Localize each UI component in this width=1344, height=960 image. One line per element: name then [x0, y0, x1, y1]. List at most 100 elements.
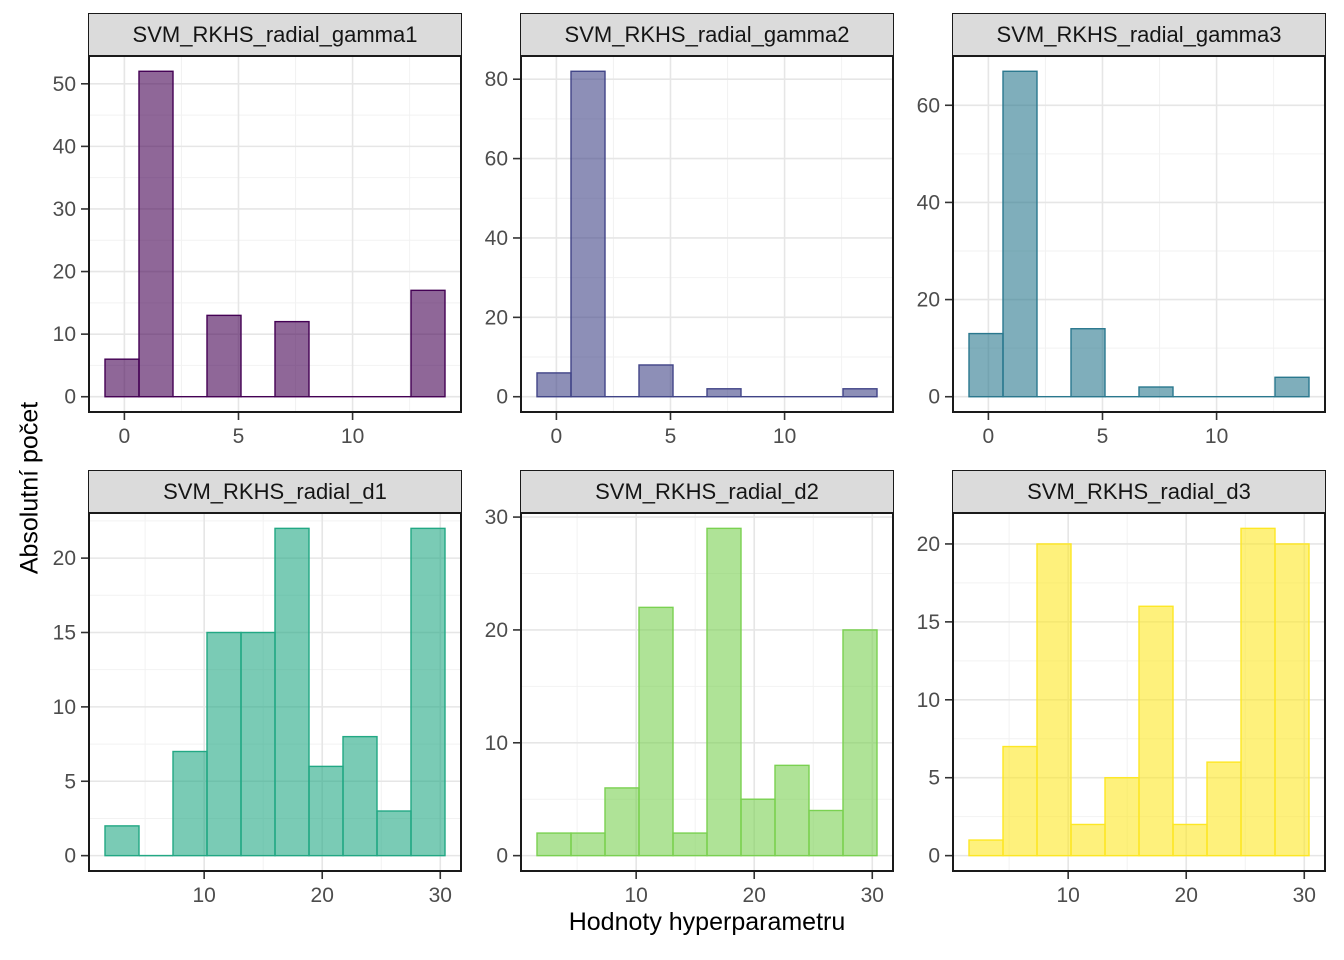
histogram-plot: 0 5 10 0 10 20 30 40 50 — [53, 55, 462, 448]
y-tick-label: 5 — [928, 767, 940, 790]
y-tick-label: 0 — [496, 845, 508, 868]
x-tick-label: 30 — [1293, 884, 1316, 907]
histogram-bar — [604, 787, 640, 857]
y-tick-label: 40 — [53, 135, 76, 158]
histogram-bar — [1104, 777, 1140, 857]
y-tick-label: 20 — [917, 289, 940, 312]
histogram-bar — [1274, 543, 1310, 857]
histogram-bar — [1172, 823, 1208, 857]
histogram-bar — [1036, 543, 1072, 857]
histogram-bar — [536, 372, 572, 398]
y-tick-label: 60 — [485, 148, 508, 171]
facet-panel-SVM_RKHS_radial_gamma3: SVM_RKHS_radial_gamma3 0 5 10 0 20 40 60 — [917, 13, 1326, 448]
y-tick-label: 10 — [917, 689, 940, 712]
facet-strip-title: SVM_RKHS_radial_gamma1 — [88, 13, 462, 55]
histogram-bar — [706, 527, 742, 857]
x-tick-label: 10 — [341, 425, 364, 448]
histogram-bar — [968, 839, 1004, 857]
histogram-bar — [1206, 761, 1242, 857]
y-tick-label: 20 — [485, 306, 508, 329]
facet-strip-title: SVM_RKHS_radial_gamma2 — [520, 13, 894, 55]
facet-panel-SVM_RKHS_radial_gamma2: SVM_RKHS_radial_gamma2 0 5 10 0 20 40 60 80 — [485, 13, 894, 448]
facet-strip-title: SVM_RKHS_radial_d2 — [520, 470, 894, 512]
histogram-plot: 0 5 10 0 20 40 60 — [917, 55, 1326, 448]
facet-panel-SVM_RKHS_radial_d3: SVM_RKHS_radial_d3 10 20 30 0 5 10 15 20 — [917, 470, 1326, 907]
y-tick-label: 40 — [917, 191, 940, 214]
y-tick-label: 20 — [917, 533, 940, 556]
histogram-bar — [1274, 376, 1310, 398]
histogram-bar — [536, 832, 572, 857]
y-tick-label: 30 — [53, 198, 76, 221]
x-tick-label: 10 — [1205, 425, 1228, 448]
y-tick-label: 15 — [917, 611, 940, 634]
x-tick-label: 0 — [983, 425, 995, 448]
facet-panel-SVM_RKHS_radial_gamma1: SVM_RKHS_radial_gamma1 0 5 10 0 10 20 30 40 50 — [53, 13, 462, 448]
histogram-bar — [672, 832, 708, 857]
x-tick-label: 20 — [311, 884, 334, 907]
y-tick-label: 10 — [53, 323, 76, 346]
histogram-bar — [1070, 823, 1106, 857]
histogram-bar — [774, 764, 810, 857]
x-tick-label: 5 — [233, 425, 245, 448]
histogram-bar — [1138, 605, 1174, 857]
histogram-bar — [308, 765, 344, 857]
histogram-bar — [968, 332, 1004, 398]
facet-strip-title: SVM_RKHS_radial_d1 — [88, 470, 462, 512]
x-tick-label: 10 — [192, 884, 215, 907]
histogram-bar — [638, 364, 674, 398]
y-tick-label: 30 — [485, 506, 508, 529]
y-tick-label: 10 — [53, 696, 76, 719]
x-tick-label: 0 — [119, 425, 131, 448]
x-axis-title: Hodnoty hyperparametru — [568, 908, 846, 936]
y-tick-label: 80 — [485, 68, 508, 91]
histogram-bar — [206, 314, 242, 398]
x-tick-label: 30 — [429, 884, 452, 907]
histogram-bar — [240, 631, 276, 857]
histogram-bar — [1002, 70, 1038, 398]
y-tick-label: 15 — [53, 621, 76, 644]
histogram-bar — [1002, 745, 1038, 857]
y-tick-label: 10 — [485, 732, 508, 755]
histogram-plot: 10 20 30 0 5 10 15 20 — [53, 512, 462, 907]
histogram-bar — [842, 388, 878, 398]
histogram-bar — [570, 832, 606, 857]
histogram-bar — [570, 70, 606, 398]
histogram-bar — [206, 631, 242, 857]
y-tick-label: 40 — [485, 227, 508, 250]
histogram-bar — [104, 358, 140, 398]
y-tick-label: 20 — [485, 619, 508, 642]
histogram-bar — [1240, 527, 1276, 857]
y-tick-label: 0 — [496, 386, 508, 409]
facet-panel-SVM_RKHS_radial_d2: SVM_RKHS_radial_d2 10 20 30 0 10 20 30 — [485, 470, 894, 907]
histogram-bar — [104, 825, 140, 857]
x-tick-label: 10 — [624, 884, 647, 907]
x-tick-label: 20 — [743, 884, 766, 907]
y-tick-label: 5 — [64, 770, 76, 793]
histogram-plot: 0 5 10 0 20 40 60 80 — [485, 55, 894, 448]
x-tick-label: 20 — [1175, 884, 1198, 907]
y-axis-title: Absolutní počet — [15, 401, 44, 575]
histogram-bar — [842, 629, 878, 857]
histogram-bar — [638, 606, 674, 857]
y-tick-label: 50 — [53, 73, 76, 96]
histogram-bar — [410, 527, 446, 857]
y-tick-label: 0 — [64, 845, 76, 868]
histogram-bar — [274, 527, 310, 857]
histogram-plot: 10 20 30 0 5 10 15 20 — [917, 512, 1326, 907]
y-tick-label: 0 — [928, 386, 940, 409]
facet-strip-title: SVM_RKHS_radial_gamma3 — [952, 13, 1326, 55]
histogram-bar — [376, 810, 412, 857]
histogram-bar — [274, 320, 310, 398]
y-tick-label: 20 — [53, 547, 76, 570]
histogram-bar — [706, 388, 742, 398]
histogram-bar — [172, 750, 208, 857]
x-tick-label: 10 — [1056, 884, 1079, 907]
y-tick-label: 60 — [917, 94, 940, 117]
histogram-bar — [410, 289, 446, 398]
y-tick-label: 0 — [64, 386, 76, 409]
facet-panel-SVM_RKHS_radial_d1: SVM_RKHS_radial_d1 10 20 30 0 5 10 15 20 — [53, 470, 462, 907]
y-tick-label: 20 — [53, 261, 76, 284]
histogram-bar — [342, 735, 378, 857]
histogram-plot: 10 20 30 0 10 20 30 — [485, 506, 894, 907]
